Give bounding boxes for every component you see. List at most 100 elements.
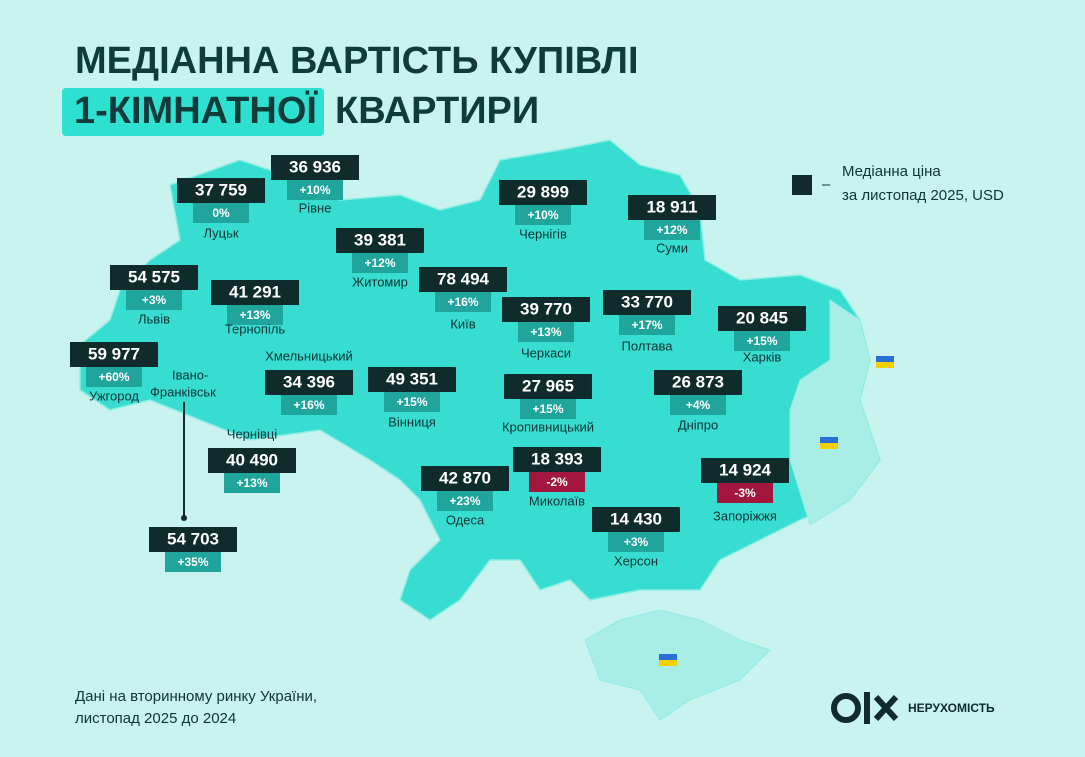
price-box: [177, 178, 265, 203]
change: +3%: [624, 535, 649, 549]
city-name: Луцьк: [203, 225, 238, 240]
price: 26 873: [672, 372, 724, 391]
change-box: [287, 180, 343, 200]
legend-dash: –: [822, 176, 831, 193]
price: 14 924: [719, 460, 772, 479]
change: +13%: [530, 325, 561, 339]
city-name: Чернігів: [519, 226, 567, 241]
logo: [831, 692, 899, 724]
price: 39 770: [520, 299, 572, 318]
city-name: Вінниця: [388, 414, 436, 429]
change-box: [224, 473, 280, 493]
price-box: [421, 466, 509, 491]
change-box: [437, 491, 493, 511]
change-box: [352, 253, 408, 273]
city-name: Дніпро: [678, 417, 718, 432]
city-name: Суми: [656, 240, 688, 255]
title: 1-КІМНАТНОЇ: [74, 89, 318, 132]
change: +10%: [299, 183, 330, 197]
change: -3%: [734, 486, 756, 500]
title: МЕДІАННА ВАРТІСТЬ КУПІВЛІ: [75, 40, 639, 82]
change-box: [717, 483, 773, 503]
price-box: [149, 527, 237, 552]
city-name: Житомир: [352, 274, 408, 289]
price: 42 870: [439, 468, 491, 487]
change-box: [227, 305, 283, 325]
price-box: [628, 195, 716, 220]
price: 39 381: [354, 230, 406, 249]
change-box: [529, 472, 585, 492]
city-name: Київ: [450, 316, 475, 331]
city-name: Львів: [138, 311, 170, 326]
price-box: [513, 447, 601, 472]
change: +15%: [396, 395, 427, 409]
change: +35%: [177, 555, 208, 569]
change-box: [126, 290, 182, 310]
price: 14 430: [610, 509, 662, 528]
change: +15%: [532, 402, 563, 416]
city-name: Івано-: [172, 367, 208, 382]
city-name: Запоріжжя: [713, 508, 777, 523]
change: +10%: [527, 208, 558, 222]
change: +17%: [631, 318, 662, 332]
change-box: [165, 552, 221, 572]
city-name: Тернопіль: [225, 321, 286, 336]
change: +60%: [98, 370, 129, 384]
price-box: [499, 180, 587, 205]
price-box: [211, 280, 299, 305]
change-box: [644, 220, 700, 240]
city-name: Харків: [743, 349, 782, 364]
price: 20 845: [736, 308, 788, 327]
city-name: Хмельницький: [265, 348, 353, 363]
price-box: [70, 342, 158, 367]
change-box: [515, 205, 571, 225]
change: +3%: [142, 293, 167, 307]
change-box: [518, 322, 574, 342]
price: 37 759: [195, 180, 247, 199]
change: +23%: [449, 494, 480, 508]
change-box: [86, 367, 142, 387]
price-box: [504, 374, 592, 399]
change-box: [193, 203, 249, 223]
map: [79, 139, 894, 721]
change: +15%: [746, 334, 777, 348]
city-name: Одеса: [446, 512, 485, 527]
city-name: Кропивницький: [502, 419, 594, 434]
change-box: [281, 395, 337, 415]
price: 27 965: [522, 376, 574, 395]
legend-text: за листопад 2025, USD: [842, 187, 1004, 204]
price: 41 291: [229, 282, 281, 301]
price: 54 575: [128, 267, 180, 286]
price: 18 911: [646, 197, 697, 216]
price: 36 936: [289, 157, 341, 176]
price-box: [336, 228, 424, 253]
price-box: [718, 306, 806, 331]
price: 34 396: [283, 372, 335, 391]
legend-text: Медіанна ціна: [842, 163, 941, 180]
change-box: [619, 315, 675, 335]
title: КВАРТИРИ: [335, 90, 539, 132]
price: 40 490: [226, 450, 278, 469]
price: 33 770: [621, 292, 673, 311]
change: +16%: [293, 398, 324, 412]
city-name: Чернівці: [227, 426, 278, 441]
change: +13%: [239, 308, 270, 322]
change: 0%: [212, 206, 230, 220]
city-labels: 37 759 0% Луцьк 36 936 +10% Рівне 54 575 +3% Льв…: [70, 155, 806, 572]
city-name: Ужгород: [89, 388, 139, 403]
city-name: Миколаїв: [529, 493, 585, 508]
change-box: [384, 392, 440, 412]
change-box: [520, 399, 576, 419]
price: 59 977: [88, 344, 140, 363]
price-box: [592, 507, 680, 532]
city-name: Рівне: [299, 200, 332, 215]
price-box: [110, 265, 198, 290]
brand: НЕРУХОМІСТЬ: [908, 701, 995, 715]
footer-note: Дані на вторинному ринку України,: [75, 688, 317, 705]
city-name: Франківськ: [150, 384, 216, 399]
price: 49 351: [386, 369, 438, 388]
change: -2%: [546, 475, 568, 489]
change: +16%: [447, 295, 478, 309]
price-box: [271, 155, 359, 180]
